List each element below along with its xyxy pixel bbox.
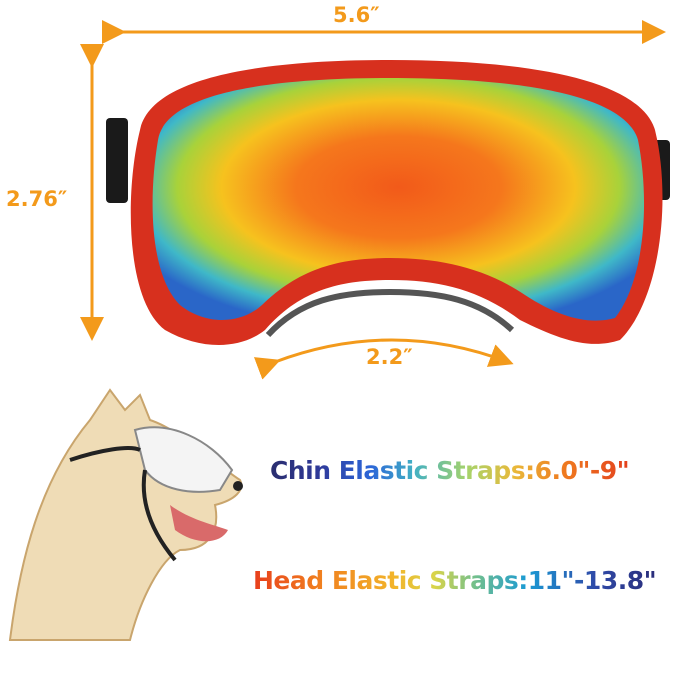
- head-strap-text: Head Elastic Straps:11"-13.8": [253, 566, 657, 595]
- nose-foam: [265, 288, 515, 338]
- chin-strap-text: Chin Elastic Straps:6.0"-9": [270, 456, 630, 485]
- nose-bridge-arrow: [253, 338, 514, 380]
- goggle-lens: [152, 78, 645, 321]
- width-label: 5.6″: [333, 3, 380, 27]
- nose-bridge-label: 2.2″: [366, 345, 413, 369]
- height-label: 2.76″: [6, 187, 68, 211]
- dog-illustration: [8, 388, 243, 641]
